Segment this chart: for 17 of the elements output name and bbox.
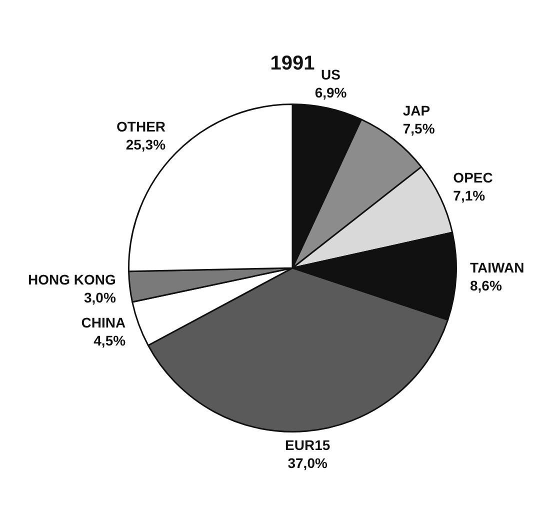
data-label: 7,5% xyxy=(402,120,436,137)
slice-label: OTHER xyxy=(116,118,166,134)
slice-label: US xyxy=(321,66,340,83)
slice-label: JAP xyxy=(402,102,430,119)
slice-label: HONG KONG xyxy=(28,271,116,288)
data-label: 7,1% xyxy=(453,188,486,204)
data-label: 4,5% xyxy=(94,332,126,348)
data-label: 8,6% xyxy=(470,278,502,294)
slice-label: EUR15 xyxy=(285,436,330,453)
data-label: 3,0% xyxy=(84,289,116,306)
slice-label: CHINA xyxy=(81,314,126,330)
chart-title: 1991 xyxy=(270,52,315,75)
data-label: 37,0% xyxy=(288,454,328,471)
slice-label: TAIWAN xyxy=(470,260,524,276)
data-label: 6,9% xyxy=(314,84,348,101)
data-label: 25,3% xyxy=(126,136,166,152)
slice-label: OPEC xyxy=(453,170,493,186)
